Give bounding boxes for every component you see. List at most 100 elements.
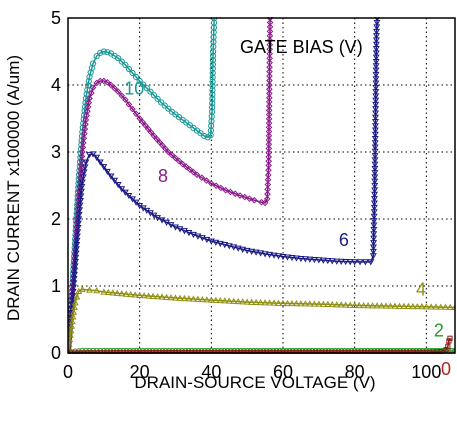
- data-point: [154, 215, 162, 222]
- data-point: [400, 349, 407, 354]
- data-point: [367, 259, 375, 266]
- data-point: [264, 190, 271, 198]
- data-point: [84, 86, 91, 93]
- data-point: [427, 303, 435, 310]
- series-10v: [68, 17, 218, 354]
- data-point: [100, 164, 108, 171]
- data-point: [265, 132, 273, 140]
- data-point: [447, 335, 453, 341]
- data-point: [147, 88, 154, 95]
- data-point: [129, 196, 136, 203]
- data-point: [156, 139, 164, 146]
- x-tick-label: 20: [130, 362, 150, 382]
- series-annotation: 10: [124, 78, 144, 98]
- data-point: [261, 299, 269, 306]
- data-point: [87, 89, 95, 97]
- data-point: [113, 289, 121, 296]
- data-point: [80, 169, 88, 176]
- data-point: [284, 254, 291, 261]
- data-point: [265, 124, 273, 131]
- data-point: [270, 252, 278, 259]
- data-point: [420, 349, 426, 354]
- data-point: [154, 95, 161, 102]
- x-tick-label: 80: [345, 362, 365, 382]
- data-point: [423, 349, 429, 354]
- data-point: [319, 257, 327, 264]
- data-point: [89, 60, 97, 67]
- data-point: [378, 302, 385, 309]
- data-point: [114, 182, 122, 189]
- data-point: [81, 125, 89, 133]
- data-point: [209, 100, 216, 107]
- series-annotation: 0: [441, 359, 451, 379]
- data-point: [209, 87, 216, 94]
- data-point: [227, 188, 234, 196]
- data-point: [263, 195, 271, 203]
- data-point: [361, 259, 369, 266]
- data-point: [266, 50, 274, 58]
- data-point: [86, 286, 93, 293]
- data-point: [136, 115, 143, 122]
- data-point: [265, 149, 273, 157]
- data-point: [257, 250, 265, 257]
- x-tick-label: 100: [411, 362, 441, 382]
- data-point: [297, 255, 305, 263]
- data-point: [410, 349, 416, 354]
- series-annotation: 8: [158, 166, 168, 186]
- data-point: [78, 153, 86, 160]
- data-point: [221, 297, 229, 304]
- data-point: [360, 301, 368, 309]
- data-point: [136, 77, 143, 85]
- data-point: [404, 349, 410, 354]
- data-point: [78, 285, 86, 292]
- data-point: [241, 193, 249, 201]
- data-point: [266, 41, 274, 49]
- data-point: [382, 302, 390, 309]
- data-point: [427, 349, 433, 354]
- data-point: [167, 294, 175, 301]
- data-point: [301, 300, 309, 307]
- data-point: [193, 171, 201, 179]
- data-point: [68, 331, 74, 338]
- data-point: [264, 181, 272, 188]
- data-point: [203, 177, 210, 184]
- data-point: [351, 301, 359, 309]
- data-point: [122, 290, 130, 297]
- data-point: [93, 53, 100, 60]
- data-point: [198, 235, 206, 242]
- data-point: [181, 228, 188, 235]
- data-point: [118, 58, 125, 65]
- data-point: [122, 61, 129, 69]
- data-point: [404, 302, 412, 310]
- data-point: [109, 289, 117, 296]
- y-tick-label: 1: [51, 276, 61, 296]
- data-point: [80, 134, 88, 142]
- data-point: [264, 186, 271, 193]
- data-point: [104, 79, 111, 86]
- data-point: [216, 296, 224, 304]
- data-point: [337, 258, 345, 266]
- data-point: [346, 301, 354, 308]
- data-point: [346, 259, 354, 266]
- data-point: [328, 258, 336, 265]
- data-point: [172, 224, 179, 231]
- data-point: [104, 288, 112, 296]
- y-tick-label: 3: [51, 142, 61, 162]
- data-point: [69, 313, 77, 320]
- data-point: [387, 302, 394, 309]
- data-point: [292, 255, 300, 262]
- data-point: [144, 125, 152, 133]
- data-point: [194, 295, 202, 302]
- data-point: [68, 317, 76, 325]
- data-point: [413, 302, 421, 310]
- data-point: [266, 32, 274, 40]
- series-annotation: 6: [339, 230, 349, 250]
- data-point: [125, 101, 133, 108]
- data-point: [172, 154, 179, 162]
- data-point: [73, 293, 81, 300]
- data-point: [209, 91, 216, 98]
- data-point: [147, 129, 155, 136]
- data-point: [342, 258, 350, 266]
- data-point: [150, 92, 158, 99]
